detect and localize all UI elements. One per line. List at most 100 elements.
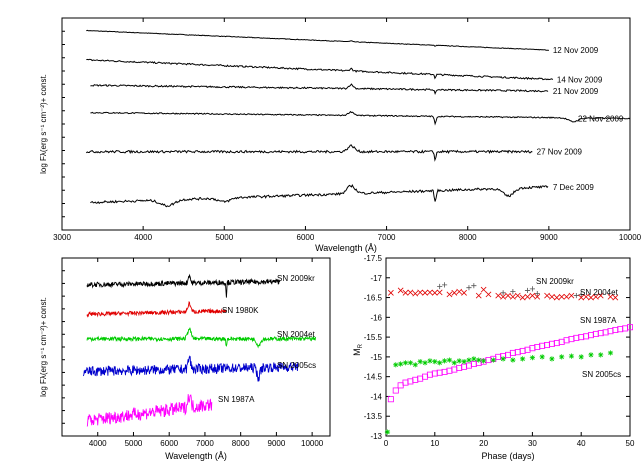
- br-point-sn-1987a: [583, 333, 590, 340]
- br-point-sn-1987a: [607, 328, 614, 335]
- top-x-tick-label: 9000: [540, 233, 558, 242]
- br-point-sn-2005cs: [398, 361, 404, 367]
- br-point-sn-2005cs: [520, 356, 526, 362]
- br-y-tick-label: -14: [370, 392, 382, 401]
- br-y-axis: -17.5 -17 -16.5 -16 -15.5 -15 -14.5 -14 -13.5 -13: [364, 254, 630, 441]
- top-y-axis: [62, 30, 65, 218]
- br-point-sn-1987a: [514, 349, 521, 356]
- br-point-sn-2004et: [558, 293, 565, 300]
- br-y-tick-label: -17: [370, 274, 382, 283]
- br-point-sn-1987a: [456, 364, 463, 371]
- br-point-sn-2005cs: [393, 362, 399, 368]
- br-point-sn-2004et: [480, 286, 487, 293]
- br-series-label-sn-2004et: SN 2004et: [580, 288, 619, 297]
- br-y-tick-label: -15.5: [364, 333, 383, 342]
- top-x-axis: 3000 4000 5000 6000 7000 8000 9000 10000: [53, 18, 642, 242]
- bl-series-label-sn-2009kr: SN 2009kr: [277, 274, 315, 283]
- br-point-sn-1987a: [485, 357, 492, 364]
- br-point-sn-1987a: [422, 373, 429, 380]
- br-point-sn-2004et: [446, 291, 453, 298]
- top-panel: 3000 4000 5000 6000 7000 8000 9000 10000 12 Nov…: [39, 17, 642, 253]
- br-x-tick-label: 50: [626, 439, 635, 448]
- top-x-tick-label: 10000: [619, 233, 642, 242]
- br-point-sn-2005cs: [384, 429, 391, 435]
- bl-x-tick-label: 10000: [301, 439, 324, 448]
- br-point-sn-1987a: [402, 379, 409, 386]
- br-y-tick-label: -16.5: [364, 294, 383, 303]
- br-point-sn-2005cs: [598, 352, 604, 358]
- br-point-sn-1987a: [397, 382, 404, 389]
- br-point-sn-2004et: [509, 293, 516, 300]
- bl-series-label-sn-1980k: SN 1980K: [222, 306, 259, 315]
- bl-series-label-sn-2004et: SN 2004et: [277, 330, 316, 339]
- br-point-sn-1987a: [426, 371, 433, 378]
- br-point-sn-1987a: [544, 342, 551, 349]
- br-point-sn-1987a: [436, 369, 443, 376]
- br-point-sn-1987a: [548, 340, 555, 347]
- br-point-sn-2004et: [407, 289, 414, 296]
- br-point-sn-2009kr: [466, 285, 472, 291]
- br-y-tick-label: -15: [370, 353, 382, 362]
- bl-series-sn-1987a: [86, 394, 213, 427]
- br-point-sn-2009kr: [529, 286, 535, 292]
- top-y-axis-label: log Fλ(erg s⁻¹ cm⁻²)+ const.: [39, 74, 48, 174]
- br-point-sn-2004et: [553, 294, 560, 301]
- bl-series-label-sn-2005cs: SN 2005cs: [277, 361, 316, 370]
- br-point-sn-1987a: [387, 396, 394, 403]
- br-point-sn-2004et: [397, 287, 404, 294]
- br-point-sn-1987a: [412, 376, 419, 383]
- top-series-label-22-nov-2009: 22 Nov 2009: [578, 114, 624, 123]
- br-point-sn-2005cs: [437, 360, 443, 366]
- br-point-sn-2004et: [436, 289, 443, 296]
- br-x-axis-label: Phase (days): [481, 451, 534, 461]
- br-y-tick-label: -16: [370, 313, 382, 322]
- br-point-sn-2005cs: [490, 357, 496, 363]
- br-point-sn-2005cs: [481, 358, 487, 364]
- br-point-sn-1987a: [524, 346, 531, 353]
- top-series-labels: 12 Nov 2009 14 Nov 2009 21 Nov 2009 22 Nov …: [537, 46, 624, 192]
- br-point-sn-2004et: [607, 293, 614, 300]
- br-point-sn-1987a: [568, 336, 575, 343]
- bl-series-sn-1980k: [86, 300, 227, 318]
- br-point-sn-2004et: [519, 294, 526, 301]
- br-point-sn-2004et: [475, 292, 482, 299]
- br-point-sn-2005cs: [412, 362, 418, 368]
- br-point-sn-1987a: [451, 366, 458, 373]
- br-point-sn-2005cs: [588, 352, 594, 358]
- br-point-sn-1987a: [465, 362, 472, 369]
- br-point-sn-2004et: [544, 292, 550, 299]
- br-point-sn-2005cs: [466, 357, 472, 363]
- bl-x-tick-label: 6000: [160, 439, 178, 448]
- bl-x-axis: 4000 5000 6000 7000 8000 9000 10000: [89, 258, 324, 448]
- br-point-sn-2005cs: [500, 356, 506, 362]
- br-x-axis: 0 10 20 30 40 50: [384, 258, 635, 448]
- bl-x-tick-label: 8000: [232, 439, 250, 448]
- br-point-sn-2005cs: [441, 358, 448, 364]
- br-point-sn-2009kr: [573, 292, 579, 299]
- br-point-sn-2004et: [402, 289, 409, 296]
- br-point-sn-2005cs: [402, 360, 409, 366]
- br-point-sn-2004et: [412, 290, 419, 297]
- br-point-sn-2009kr: [534, 291, 540, 297]
- bl-series-labels: SN 2009kr SN 1980K SN 2004et SN 2005cs SN 19…: [218, 274, 316, 404]
- br-point-sn-2004et: [451, 289, 458, 296]
- br-plot-frame: [385, 257, 631, 437]
- bottom-right-panel: 0 10 20 30 40 50 -17.5 -17 -16.5 -16 -15.5 -15 -14.…: [352, 254, 635, 461]
- br-point-sn-2004et: [588, 294, 594, 301]
- bl-x-tick-label: 9000: [268, 439, 286, 448]
- br-point-sn-2004et: [500, 293, 507, 300]
- top-series-label-27-nov-2009: 27 Nov 2009: [537, 148, 583, 157]
- br-point-sn-2005cs: [539, 354, 545, 360]
- br-point-sn-1987a: [578, 334, 585, 341]
- br-points-layer: [384, 282, 634, 435]
- br-point-sn-1987a: [431, 370, 438, 377]
- br-point-sn-2004et: [505, 292, 511, 299]
- bl-series-label-sn-1987a: SN 1987A: [218, 395, 255, 404]
- top-series-22-nov-2009: [90, 110, 631, 126]
- br-point-sn-1987a: [539, 342, 546, 349]
- br-point-sn-2005cs: [446, 357, 453, 363]
- br-series-sn-2005cs: [384, 350, 614, 435]
- br-point-sn-2005cs: [476, 357, 482, 363]
- bl-y-axis-label: log Fλ(erg s⁻¹ cm⁻²)+ const.: [39, 297, 48, 397]
